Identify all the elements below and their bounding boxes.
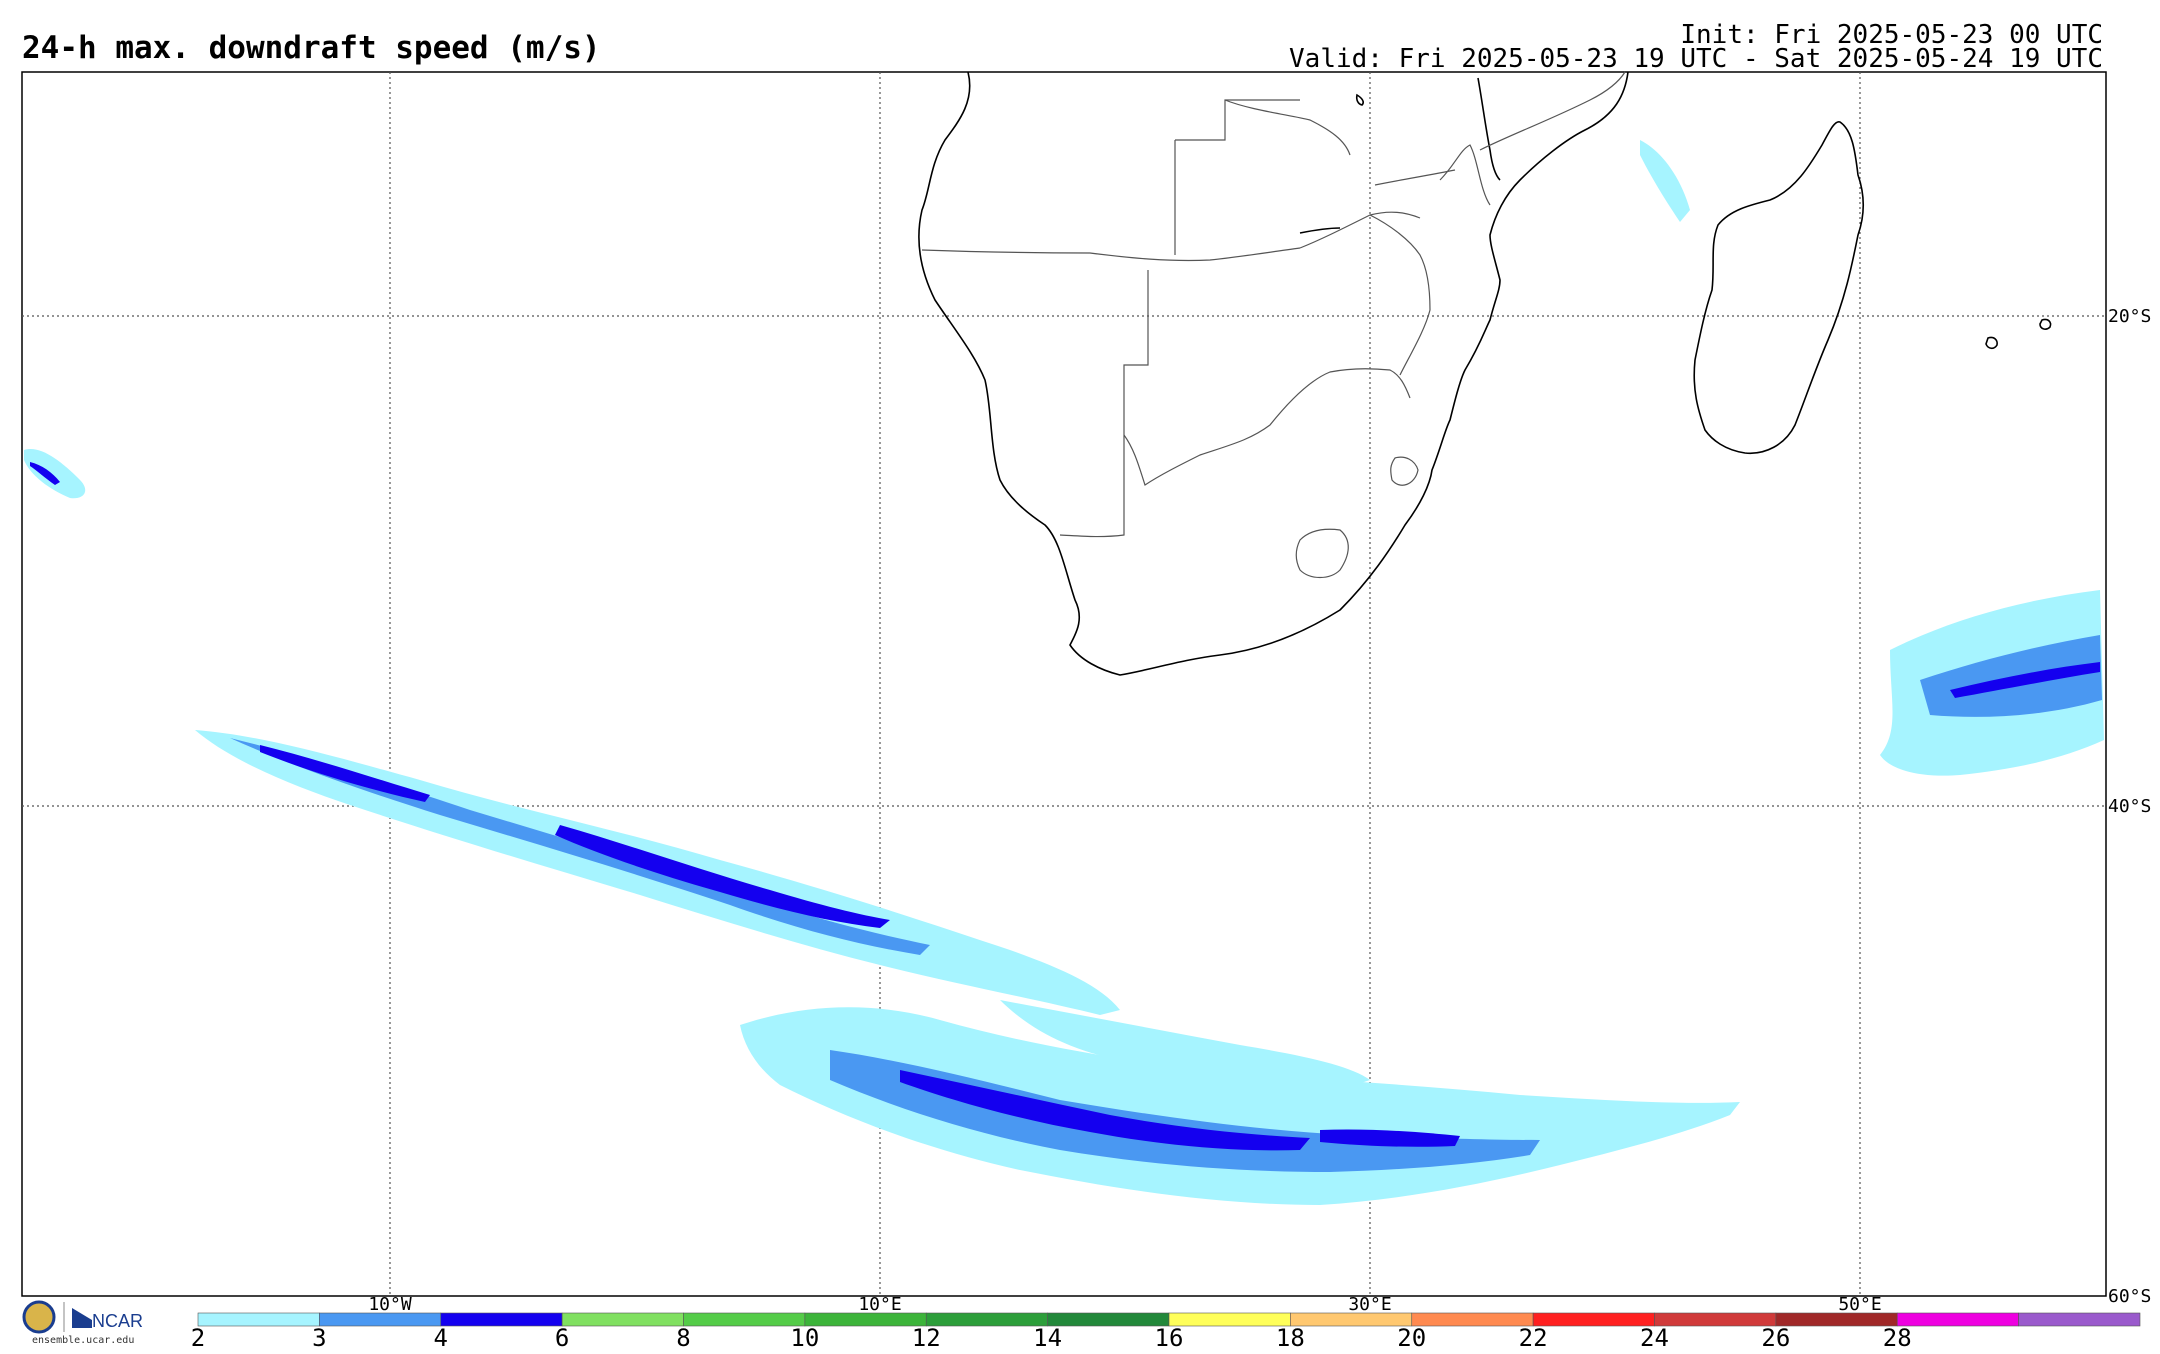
init-time: Init: Fri 2025-05-23 00 UTC [1680,20,2103,50]
colorbar [197,1312,2141,1327]
core-north-strong-2 [555,825,890,928]
reunion-coastline [2039,318,2052,330]
colorbar-tick-label: 16 [1154,1324,1184,1352]
colorbar-tick-label: 2 [190,1324,206,1352]
colorbar-swatch [561,1312,684,1327]
nsf-seal-icon [22,1300,56,1334]
ensemble-url: ensemble.ucar.edu [32,1335,135,1346]
colorbar-swatch [319,1312,442,1327]
colorbar-swatch [804,1312,927,1327]
colorbar-swatch [925,1312,1048,1327]
map-title: 24-h max. downdraft speed (m/s) [22,30,601,66]
colorbar-swatch [1411,1312,1534,1327]
colorbar-tick-label: 4 [433,1324,448,1352]
madagascar-coastline [1693,121,1865,455]
colorbar-tick-label: 24 [1640,1324,1669,1352]
core-north-strong-1 [260,745,430,802]
border-mozambique-malawi [1439,144,1491,206]
colorbar-swatch [1775,1312,1898,1327]
downdraft-band-south-light [740,1007,1740,1205]
border-zambia-tanzania [1374,169,1456,186]
axis-labels: 10°W 10°E 30°E 50°E 20°S 40°S 60°S [368,306,2151,1315]
colorbar-tick-label: 18 [1275,1324,1305,1352]
colorbar-swatch [2018,1312,2141,1327]
lat-label-60s: 60°S [2108,1286,2151,1307]
country-borders [921,71,1626,579]
africa-coastline [918,71,1629,676]
colorbar-swatch [1532,1312,1655,1327]
downdraft-band-upper-tail [1000,1000,1370,1090]
downdraft-field [24,140,2104,1205]
colorbar-tick-label: 28 [1882,1324,1912,1352]
colorbar-tick-label: 14 [1033,1324,1063,1352]
colorbar-tick-label: 26 [1761,1324,1791,1352]
colorbar-swatch [440,1312,563,1327]
border-eswatini [1390,456,1419,486]
lon-label-10w: 10°W [368,1294,412,1315]
border-drc-zambia [1224,99,1351,156]
border-namibia-botswana [1059,270,1149,538]
lon-label-10e: 10°E [858,1294,901,1315]
valid-period: Valid: Fri 2025-05-23 19 UTC - Sat 2025-… [1289,44,2103,74]
ncar-mark-icon [72,1308,92,1328]
border-botswana-south-africa [1123,368,1411,486]
lake-kariba [1299,227,1341,234]
coastlines [918,71,2052,676]
colorbar-tick-label: 3 [312,1324,327,1352]
colorbar-tick-label: 20 [1397,1324,1427,1352]
ncar-logo-text: NCAR [92,1311,143,1331]
colorbar-swatch [683,1312,806,1327]
border-angola-zambia [1174,99,1300,255]
downdraft-west-patch [24,449,86,499]
colorbar-swatch [197,1312,320,1327]
colorbar-tick-label: 10 [790,1324,820,1352]
core-southeast-medium [1920,635,2102,717]
mauritius-coastline [1985,336,1998,350]
core-south-strong-2 [1320,1129,1460,1147]
border-zambia-zimbabwe [1299,211,1421,249]
colorbar-tick-label: 6 [554,1324,570,1352]
core-south-strong-1 [900,1070,1310,1151]
lake-malawi [1477,77,1501,181]
border-zimbabwe-mozambique [1369,214,1431,376]
lon-label-30e: 30°E [1348,1294,1391,1315]
colorbar-swatch [1290,1312,1413,1327]
lat-label-40s: 40°S [2108,796,2151,817]
colorbar-swatch [1168,1312,1291,1327]
colorbar-swatch [1896,1312,2019,1327]
lat-label-20s: 20°S [2108,306,2151,327]
plot-frame [21,71,2107,1297]
downdraft-madagascar-patch [1640,140,1690,222]
colorbar-tick-label: 8 [676,1324,691,1352]
colorbar-tick-label: 22 [1518,1324,1548,1352]
core-west-strong [30,462,60,485]
border-tanzania-mozambique [1479,71,1626,151]
colorbar-swatch [1654,1312,1777,1327]
colorbar-swatch [1047,1312,1170,1327]
border-lesotho [1295,528,1349,579]
colorbar-tick-label: 12 [911,1324,941,1352]
downdraft-strong [30,462,2100,1151]
core-southeast-strong [1950,662,2100,698]
lon-label-50e: 50°E [1838,1294,1881,1315]
border-angola-namibia [921,247,1301,262]
nsf-ncar-logo: NCAR [22,1300,157,1350]
lake-tanganyika [1355,93,1364,106]
